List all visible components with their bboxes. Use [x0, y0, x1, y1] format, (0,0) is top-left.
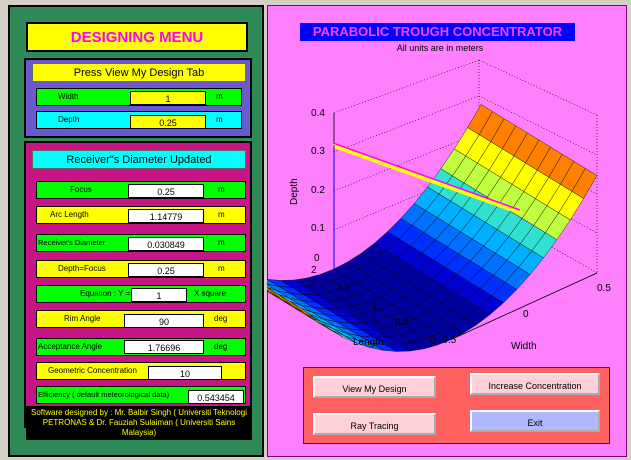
width-unit: m [216, 92, 223, 101]
rim-unit: deg [214, 314, 228, 323]
length-tick-label: 1.5 [337, 282, 351, 293]
arc-unit: m [218, 210, 225, 219]
equation-label: Equation : Y = [80, 289, 131, 298]
receiver-tube [332, 142, 521, 215]
ray-tracing-button[interactable]: Ray Tracing [313, 413, 436, 435]
receiver-notice: Receiver"s Diameter Updated [32, 150, 246, 169]
depth-label: Depth [58, 115, 80, 124]
view-my-design-button[interactable]: View My Design [313, 376, 436, 398]
rim-label: Rim Angle [64, 314, 101, 323]
width-tick-label: 0.5 [597, 283, 611, 294]
depth-tick-label: 0.4 [311, 108, 325, 119]
focus-label: Focus [70, 185, 92, 194]
trough-3d-plot: 0.4 0.3 0.2 0.1 0 2 1.5 1 0.5 0 -0.5 0 0… [267, 59, 611, 352]
exit-button[interactable]: Exit [470, 410, 600, 432]
depth-tick-label: 0 [314, 253, 320, 264]
geometric-label: Geometric Concentration [48, 366, 137, 375]
equation-unit: X square [194, 289, 227, 298]
width-tick-label: 0 [523, 309, 529, 320]
trough-surface [267, 104, 598, 352]
focus-unit: m [218, 185, 225, 194]
equation-value: 1 [131, 288, 187, 302]
width-axis-line [449, 272, 598, 341]
surface-patch [571, 168, 598, 199]
menu-title: DESIGNING MENU [26, 22, 248, 52]
width-input[interactable]: 1 [130, 91, 206, 105]
chart-title: PARABOLIC TROUGH CONCENTRATOR [300, 23, 575, 41]
width-label: Width [58, 92, 79, 101]
length-axis-label: Length [353, 337, 384, 348]
depthfocus-unit: m [218, 264, 225, 273]
increase-concentration-button[interactable]: Increase Concentration [470, 373, 600, 395]
geometric-value: 10 [148, 366, 222, 380]
acceptance-unit: deg [214, 342, 228, 351]
receiver-unit: m [218, 238, 225, 247]
length-tick-label: 0 [430, 335, 436, 346]
tab-hint: Press View My Design Tab [32, 63, 246, 82]
efficiency-label: Efficiency ( default meteorological data… [38, 390, 170, 399]
receiver-value: 0.030849 [128, 237, 204, 251]
rim-value: 90 [124, 314, 204, 328]
depth-unit: m [216, 115, 223, 124]
credit-text: Software designed by : Mr. Balbir Singh … [26, 406, 252, 440]
arc-value: 1.14779 [128, 209, 204, 223]
width-tick-label: -0.5 [439, 335, 457, 346]
acceptance-label: Acceptance Angle [38, 342, 103, 351]
depthfocus-value: 0.25 [128, 263, 204, 277]
depth-tick-label: 0.3 [311, 146, 325, 157]
length-tick-label: 2 [311, 265, 317, 276]
efficiency-value: 0.543454 [188, 390, 244, 404]
depthfocus-label: Depth=Focus [58, 264, 106, 273]
arc-label: Arc Length [50, 210, 89, 219]
receiver-label: Receiver's Diameter [38, 238, 106, 247]
length-tick-label: 1 [372, 301, 378, 312]
depth-tick-label: 0.1 [311, 223, 325, 234]
length-tick-label: 0.5 [395, 317, 409, 328]
width-axis-label: Width [511, 341, 537, 352]
chart-subtitle: All units are in meters [396, 43, 484, 53]
depth-input[interactable]: 0.25 [130, 115, 206, 129]
acceptance-value: 1.76696 [124, 340, 204, 354]
depth-axis-label: Depth [289, 178, 300, 205]
receiver-tube-edge [332, 142, 521, 211]
depth-tick-label: 0.2 [311, 185, 325, 196]
focus-value: 0.25 [128, 184, 204, 198]
